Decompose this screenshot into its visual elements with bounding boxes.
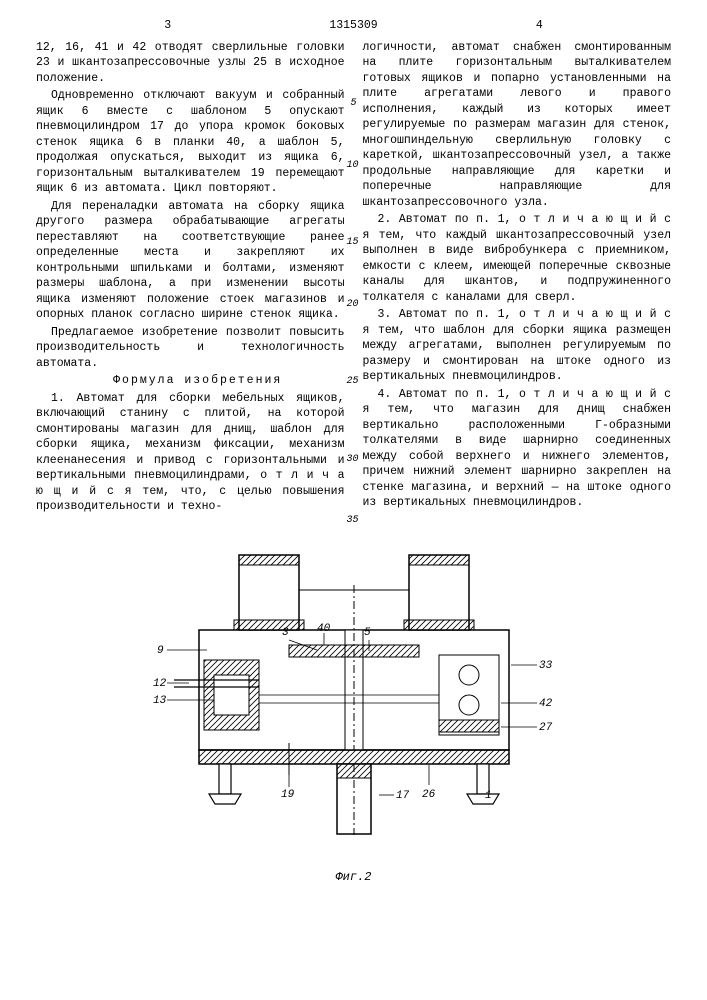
line-number: 5 bbox=[350, 97, 356, 111]
page: 3 1315309 4 5 10 15 20 25 30 35 12, 16, … bbox=[0, 0, 707, 895]
line-number: 20 bbox=[346, 298, 358, 312]
callout-33: 33 bbox=[539, 660, 553, 672]
callout-17: 17 bbox=[396, 790, 410, 802]
line-number: 25 bbox=[346, 375, 358, 389]
callout-42: 42 bbox=[539, 698, 553, 710]
paragraph: Предлагаемое изобретение позволит повыси… bbox=[36, 325, 345, 372]
page-num-right: 4 bbox=[418, 18, 661, 34]
right-column: логичности, автомат снабжен смонтированн… bbox=[363, 40, 672, 511]
callout-9: 9 bbox=[157, 645, 164, 657]
technical-drawing: 9 12 13 3 40 5 33 42 27 19 17 26 1 bbox=[139, 535, 569, 865]
line-number: 10 bbox=[346, 159, 358, 173]
paragraph: 2. Автомат по п. 1, о т л и ч а ю щ и й … bbox=[363, 212, 672, 305]
page-num-left: 3 bbox=[46, 18, 289, 34]
line-number: 30 bbox=[346, 453, 358, 467]
paragraph: 12, 16, 41 и 42 отводят сверлильные голо… bbox=[36, 40, 345, 87]
callout-13: 13 bbox=[153, 695, 167, 707]
line-number: 15 bbox=[346, 236, 358, 250]
page-header: 3 1315309 4 bbox=[36, 18, 671, 34]
paragraph: Одновременно отключают вакуум и собранны… bbox=[36, 88, 345, 197]
callout-26: 26 bbox=[422, 789, 436, 801]
text-columns: 5 10 15 20 25 30 35 12, 16, 41 и 42 отво… bbox=[36, 40, 671, 517]
figure-2: 9 12 13 3 40 5 33 42 27 19 17 26 1 Фиг.2 bbox=[36, 535, 671, 885]
callout-27: 27 bbox=[539, 722, 553, 734]
callout-19: 19 bbox=[281, 789, 295, 801]
left-column: 12, 16, 41 и 42 отводят сверлильные голо… bbox=[36, 40, 345, 515]
callout-40: 40 bbox=[317, 623, 331, 635]
paragraph: 3. Автомат по п. 1, о т л и ч а ю щ и й … bbox=[363, 307, 672, 385]
line-number: 35 bbox=[346, 514, 358, 528]
claims-heading: Формула изобретения bbox=[36, 373, 345, 389]
callout-12: 12 bbox=[153, 678, 167, 690]
callout-5: 5 bbox=[364, 627, 371, 639]
callout-3: 3 bbox=[282, 627, 289, 639]
paragraph: логичности, автомат снабжен смонтированн… bbox=[363, 40, 672, 211]
paragraph: 4. Автомат по п. 1, о т л и ч а ю щ и й … bbox=[363, 387, 672, 511]
figure-label: Фиг.2 bbox=[36, 869, 671, 885]
paragraph: 1. Автомат для сборки мебельных ящиков, … bbox=[36, 391, 345, 515]
paragraph: Для переналадки автомата на сборку ящика… bbox=[36, 199, 345, 323]
callout-1: 1 bbox=[485, 790, 492, 802]
document-number: 1315309 bbox=[289, 18, 417, 34]
